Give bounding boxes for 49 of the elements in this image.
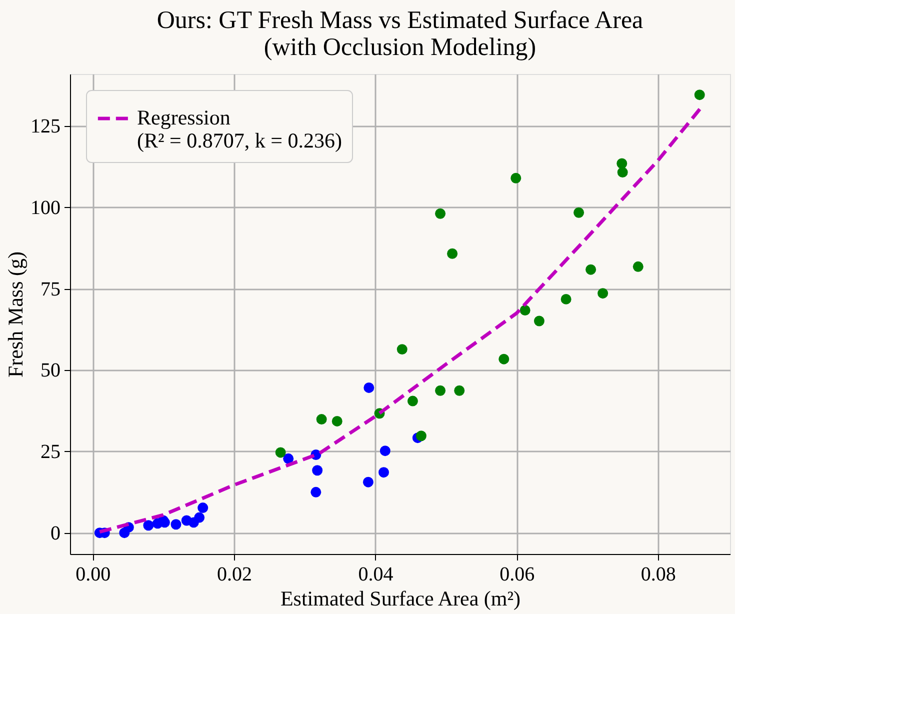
y-tick-label: 100 [30,196,60,219]
point [143,520,154,531]
point [520,305,530,316]
point [170,519,182,530]
point [598,288,608,299]
point [560,294,572,304]
x-tick-label: 0.06 [500,564,535,586]
point [310,486,322,498]
point [416,430,426,442]
point [498,354,510,364]
y-tick-label: 0 [50,522,60,544]
x-tick-label: 0.00 [76,564,111,586]
point [447,248,458,259]
point [198,502,208,514]
point [586,264,596,275]
point [407,396,418,406]
legend-label: Regression (R² = 0.8707, k = 0.236) [137,106,342,152]
point [694,90,705,100]
point [194,512,205,523]
point [283,453,294,464]
point [275,447,286,458]
point [574,207,584,218]
y-tick-label: 25 [40,440,60,463]
point [378,467,389,478]
point [316,414,327,425]
point [510,172,522,184]
y-tick-label: 75 [40,278,60,300]
y-axis-title: Fresh Mass (g) [4,252,28,378]
y-tick-label: 125 [30,116,60,138]
x-axis-title: Estimated Surface Area (m²) [280,586,521,610]
point [454,385,465,396]
text: Ours: GT Fresh Mass vs Estimated Surface Area [156,7,644,34]
x-tick-label: 0.04 [358,564,394,586]
point [332,416,342,426]
point [396,344,408,355]
point [617,167,628,178]
point [534,316,544,326]
point [616,158,628,169]
point [312,465,323,476]
point [435,385,446,396]
y-tick-label: 50 [40,360,60,382]
point [435,208,446,219]
x-tick-label: 0.02 [216,564,252,586]
point [632,261,644,272]
x-tick-label: 0.08 [640,564,676,586]
point [364,382,374,393]
text: (with Occlusion Modeling) [264,34,536,61]
point [380,446,390,456]
point [362,476,374,488]
